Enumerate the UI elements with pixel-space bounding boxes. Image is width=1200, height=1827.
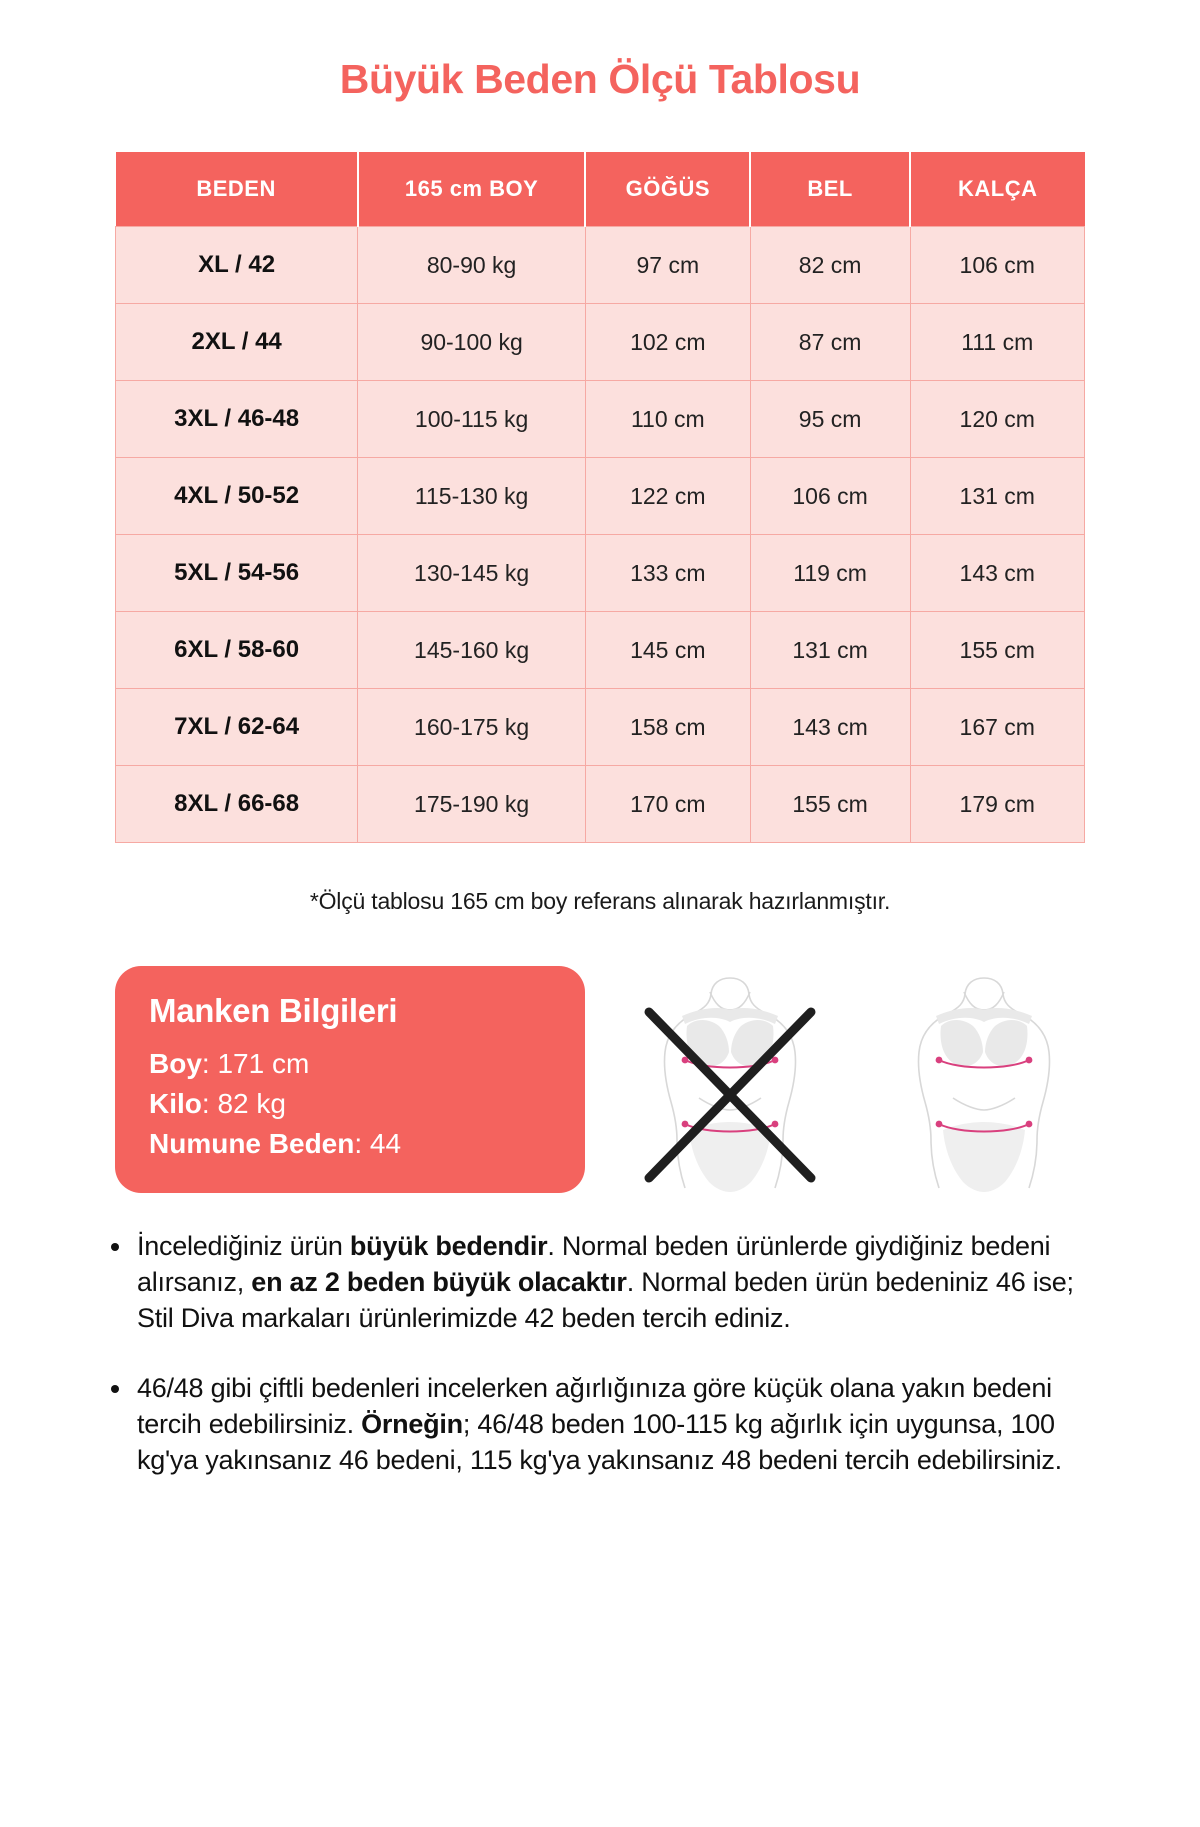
table-row: 4XL / 50-52 115-130 kg 122 cm 106 cm 131 cm xyxy=(114,457,1086,536)
table-cell-gogus: 110 cm xyxy=(584,380,751,459)
model-weight-line: Kilo: 82 kg xyxy=(149,1084,551,1124)
notes-list: İncelediğiniz ürün büyük bedendir. Norma… xyxy=(75,1195,1125,1478)
table-cell-bel: 87 cm xyxy=(749,303,911,382)
table-row: 5XL / 54-56 130-145 kg 133 cm 119 cm 143 cm xyxy=(114,534,1086,613)
table-cell-beden: XL / 42 xyxy=(114,226,359,305)
table-cell-beden: 2XL / 44 xyxy=(114,303,359,382)
table-cell-boy: 130-145 kg xyxy=(357,534,586,613)
model-info-card: Manken Bilgileri Boy: 171 cm Kilo: 82 kg… xyxy=(115,966,585,1194)
table-cell-gogus: 170 cm xyxy=(584,765,751,844)
table-cell-beden: 7XL / 62-64 xyxy=(114,688,359,767)
cross-out-mark xyxy=(644,1007,816,1183)
table-cell-kalca: 131 cm xyxy=(909,457,1086,536)
table-cell-bel: 143 cm xyxy=(749,688,911,767)
table-cell-beden: 4XL / 50-52 xyxy=(114,457,359,536)
table-row: 7XL / 62-64 160-175 kg 158 cm 143 cm 167 cm xyxy=(114,688,1086,767)
body-measure-figure xyxy=(869,970,1099,1195)
body-figures xyxy=(585,966,1099,1195)
note-text: ; 46/48 beden 100-115 kg ağırlık için uy… xyxy=(137,1408,1062,1475)
table-row: 6XL / 58-60 145-160 kg 145 cm 131 cm 155 cm xyxy=(114,611,1086,690)
table-cell-beden: 5XL / 54-56 xyxy=(114,534,359,613)
model-sample-size-line: Numune Beden: 44 xyxy=(149,1124,551,1164)
table-cell-kalca: 106 cm xyxy=(909,226,1086,305)
table-cell-boy: 175-190 kg xyxy=(357,765,586,844)
model-height-line: Boy: 171 cm xyxy=(149,1044,551,1084)
table-header-cell-3: BEL xyxy=(750,152,912,227)
note-item-0: İncelediğiniz ürün büyük bedendir. Norma… xyxy=(99,1229,1097,1337)
table-cell-kalca: 120 cm xyxy=(909,380,1086,459)
table-cell-kalca: 143 cm xyxy=(909,534,1086,613)
table-header-cell-4: KALÇA xyxy=(910,152,1085,227)
table-row: 8XL / 66-68 175-190 kg 170 cm 155 cm 179 cm xyxy=(114,765,1086,844)
table-row: 3XL / 46-48 100-115 kg 110 cm 95 cm 120 cm xyxy=(114,380,1086,459)
note-emphasis: büyük bedendir xyxy=(349,1231,548,1262)
table-cell-kalca: 111 cm xyxy=(909,303,1086,382)
table-cell-bel: 106 cm xyxy=(749,457,911,536)
table-header-cell-2: GÖĞÜS xyxy=(585,152,752,227)
note-text: . Normal beden ürün bedeniniz 46 ise; St… xyxy=(137,1266,1074,1333)
table-row: XL / 42 80-90 kg 97 cm 82 cm 106 cm xyxy=(114,226,1086,305)
table-cell-boy: 100-115 kg xyxy=(357,380,586,459)
model-sample-size-value: : 44 xyxy=(354,1127,402,1159)
table-cell-beden: 6XL / 58-60 xyxy=(114,611,359,690)
table-header-row: BEDEN 165 cm BOY GÖĞÜS BEL KALÇA xyxy=(115,152,1085,227)
table-cell-bel: 119 cm xyxy=(749,534,911,613)
note-text: 46/48 gibi çiftli bedenleri incelerken a… xyxy=(137,1372,1052,1439)
table-header-cell-1: 165 cm BOY xyxy=(357,152,587,227)
table-cell-kalca: 167 cm xyxy=(909,688,1086,767)
page-title: Büyük Beden Ölçü Tablosu xyxy=(339,56,861,103)
table-cell-boy: 115-130 kg xyxy=(357,457,586,536)
table-cell-boy: 160-175 kg xyxy=(357,688,586,767)
table-cell-boy: 145-160 kg xyxy=(357,611,586,690)
table-cell-gogus: 97 cm xyxy=(584,226,751,305)
note-text: İncelediğiniz ürün xyxy=(137,1231,350,1262)
table-cell-gogus: 122 cm xyxy=(584,457,751,536)
model-height-value: : 171 cm xyxy=(201,1048,310,1080)
model-card-heading: Manken Bilgileri xyxy=(149,992,398,1030)
note-text: . Normal beden ürünlerde giydiğiniz bede… xyxy=(137,1231,1051,1297)
table-header-cell-0: BEDEN xyxy=(115,152,359,227)
table-cell-bel: 131 cm xyxy=(749,611,911,690)
table-cell-gogus: 102 cm xyxy=(584,303,751,382)
size-table-body: XL / 42 80-90 kg 97 cm 82 cm 106 cm 2XL / 44 9… xyxy=(114,226,1086,844)
table-cell-gogus: 145 cm xyxy=(584,611,751,690)
model-sample-size-label: Numune Beden xyxy=(149,1127,355,1159)
table-cell-gogus: 133 cm xyxy=(584,534,751,613)
model-weight-label: Kilo xyxy=(149,1087,202,1119)
note-emphasis: en az 2 beden büyük olacaktır xyxy=(251,1266,627,1297)
table-row: 2XL / 44 90-100 kg 102 cm 87 cm 111 cm xyxy=(114,303,1086,382)
table-cell-kalca: 155 cm xyxy=(909,611,1086,690)
note-emphasis: Örneğin xyxy=(361,1408,463,1439)
size-table-head: BEDEN 165 cm BOY GÖĞÜS BEL KALÇA xyxy=(115,152,1085,227)
table-cell-beden: 3XL / 46-48 xyxy=(114,380,359,459)
table-cell-kalca: 179 cm xyxy=(909,765,1086,844)
table-cell-gogus: 158 cm xyxy=(584,688,751,767)
table-cell-boy: 90-100 kg xyxy=(357,303,586,382)
model-info-row: Manken Bilgileri Boy: 171 cm Kilo: 82 kg… xyxy=(75,938,1125,1195)
table-cell-beden: 8XL / 66-68 xyxy=(114,765,359,844)
model-height-label: Boy xyxy=(149,1048,202,1080)
size-table-container: BEDEN 165 cm BOY GÖĞÜS BEL KALÇA XL / 42 80-9… xyxy=(75,152,1125,844)
table-footnote: *Ölçü tablosu 165 cm boy referans alınar… xyxy=(309,888,891,915)
table-cell-bel: 155 cm xyxy=(749,765,911,844)
body-measure-figure-crossed-out xyxy=(615,970,845,1195)
table-cell-bel: 82 cm xyxy=(749,226,911,305)
table-cell-bel: 95 cm xyxy=(749,380,911,459)
table-cell-boy: 80-90 kg xyxy=(357,226,586,305)
size-table: BEDEN 165 cm BOY GÖĞÜS BEL KALÇA XL / 42 80-9… xyxy=(114,152,1086,844)
size-chart-page: Büyük Beden Ölçü Tablosu BEDEN 165 cm BOY… xyxy=(75,27,1125,1478)
note-item-1: 46/48 gibi çiftli bedenleri incelerken a… xyxy=(99,1371,1097,1479)
model-weight-value: : 82 kg xyxy=(201,1087,286,1119)
